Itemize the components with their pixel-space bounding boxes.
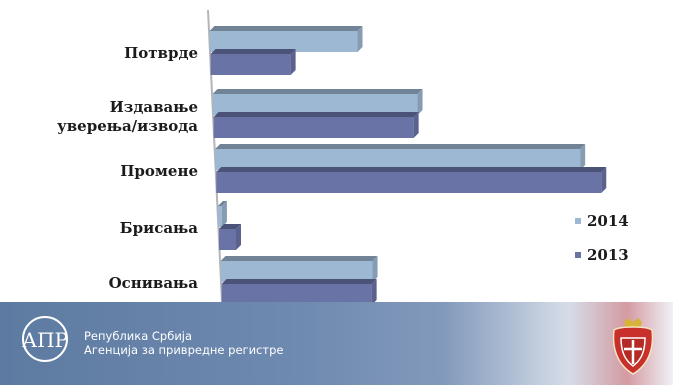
bar-front-face	[220, 261, 373, 282]
bar-2014-3	[217, 201, 227, 227]
category-axis	[207, 9, 223, 302]
bar-front-face	[219, 229, 237, 250]
apr-logo-icon: АПР	[22, 316, 68, 362]
category-label: Издавање уверења/извода	[57, 98, 198, 135]
bar-top-face	[212, 89, 423, 94]
bar-front-face	[210, 54, 291, 75]
legend-swatch	[575, 218, 581, 224]
bar-chart: Потврде Издавање уверења/извода Промене Брис…	[57, 9, 629, 302]
bar-2013-4	[221, 279, 377, 302]
legend-swatch	[575, 252, 581, 258]
bar-side-face	[372, 256, 378, 282]
bar-side-face	[236, 224, 242, 250]
logo-letters: АПР	[22, 328, 68, 352]
bar-side-face	[221, 201, 227, 227]
org-line-1: Република Србија	[84, 329, 193, 343]
serbia-coat-of-arms-icon	[612, 318, 654, 375]
bar-front-face	[209, 31, 358, 52]
bar-side-face	[580, 144, 586, 170]
bar-side-face	[371, 279, 377, 302]
legend-item-2014: 2014	[575, 212, 629, 230]
bar-front-face	[221, 284, 372, 302]
bar-top-face	[209, 26, 363, 31]
category-label: Оснивања	[109, 274, 199, 292]
legend-label: 2014	[587, 212, 629, 230]
bar-top-face	[210, 49, 296, 54]
bar-side-face	[417, 89, 423, 115]
bar-front-face	[217, 206, 222, 227]
bar-top-face	[213, 112, 419, 117]
bar-side-face	[290, 49, 296, 75]
bar-top-face	[217, 201, 227, 206]
legend-item-2013: 2013	[575, 246, 629, 264]
bar-front-face	[213, 117, 414, 138]
bar-2013-3	[219, 224, 242, 250]
bar-top-face	[215, 144, 586, 149]
bar-2013-1	[213, 112, 419, 138]
bar-top-face	[220, 256, 378, 261]
bar-front-face	[216, 172, 602, 193]
bar-2014-0	[209, 26, 363, 52]
legend-label: 2013	[587, 246, 629, 264]
category-label: Брисања	[120, 219, 199, 237]
bar-top-face	[221, 279, 377, 284]
bar-2014-4	[220, 256, 378, 282]
bar-side-face	[357, 26, 363, 52]
bar-side-face	[601, 167, 607, 193]
bar-2013-2	[216, 167, 607, 193]
org-line-2: Агенција за привредне регистре	[84, 343, 284, 357]
organization-name: Република Србија Агенција за привредне р…	[84, 329, 283, 357]
footer-banner: АПР Република Србија Агенција за привред…	[0, 302, 673, 385]
bar-front-face	[212, 94, 418, 115]
bar-top-face	[216, 167, 607, 172]
bar-2014-1	[212, 89, 423, 115]
bar-2013-0	[210, 49, 296, 75]
bar-2014-2	[215, 144, 586, 170]
bar-front-face	[215, 149, 581, 170]
bar-side-face	[413, 112, 419, 138]
bar-top-face	[219, 224, 242, 229]
category-label: Потврде	[124, 44, 198, 62]
category-label: Промене	[120, 162, 198, 180]
